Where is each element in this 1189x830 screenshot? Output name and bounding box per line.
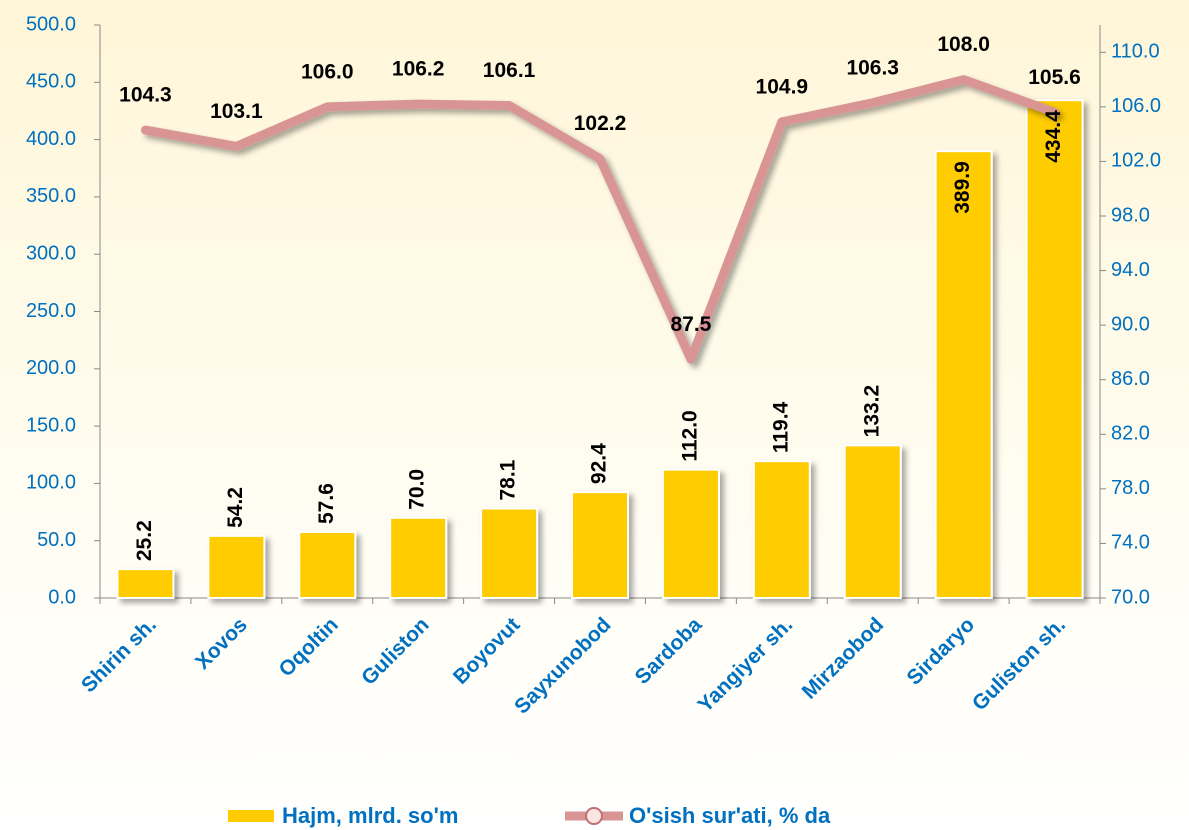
x-tick-label: Oqoltin bbox=[275, 613, 343, 681]
y2-tick-label: 102.0 bbox=[1111, 150, 1161, 172]
bar bbox=[571, 491, 629, 599]
line-value-label: 104.9 bbox=[756, 75, 809, 98]
y2-tick-label: 74.0 bbox=[1111, 532, 1150, 554]
y2-tick-label: 90.0 bbox=[1111, 313, 1150, 335]
y-tick-label: 150.0 bbox=[26, 414, 76, 436]
bar-value-label: 57.6 bbox=[315, 483, 338, 524]
bar bbox=[1025, 99, 1084, 599]
y-tick-label: 0.0 bbox=[48, 586, 76, 608]
y2-tick-label: 94.0 bbox=[1111, 259, 1150, 281]
line-value-label: 104.3 bbox=[119, 84, 172, 107]
y-tick-label: 300.0 bbox=[26, 242, 76, 264]
bar-value-label: 119.4 bbox=[769, 401, 792, 453]
y2-tick-label: 86.0 bbox=[1111, 368, 1150, 390]
x-tick-label: Sayxunobod bbox=[510, 613, 615, 718]
bar bbox=[207, 534, 266, 599]
x-tick-label: Sardoba bbox=[631, 613, 707, 689]
line-value-label: 106.1 bbox=[483, 59, 536, 82]
bar bbox=[389, 516, 448, 600]
bar-value-label: 133.2 bbox=[860, 385, 883, 438]
x-tick-label: Guliston bbox=[357, 613, 433, 689]
legend-label: O'sish sur'ati, % da bbox=[629, 803, 831, 828]
y2-tick-label: 110.0 bbox=[1111, 41, 1160, 63]
y-tick-label: 450.0 bbox=[26, 71, 76, 93]
line-value-label: 87.5 bbox=[670, 313, 711, 336]
bar bbox=[843, 444, 902, 600]
y2-tick-label: 78.0 bbox=[1111, 477, 1150, 499]
bar bbox=[298, 530, 357, 600]
legend-swatch bbox=[228, 810, 274, 822]
bar bbox=[116, 568, 175, 599]
x-tick-label: Sirdaryo bbox=[903, 613, 980, 690]
bar-value-label: 25.2 bbox=[133, 520, 156, 561]
line-value-label: 103.1 bbox=[210, 100, 263, 123]
y-tick-label: 500.0 bbox=[26, 13, 76, 35]
y-tick-label: 100.0 bbox=[26, 472, 76, 494]
bar-value-label: 112.0 bbox=[678, 410, 701, 461]
bar bbox=[661, 468, 720, 600]
line-value-label: 108.0 bbox=[937, 33, 990, 56]
line-value-label: 106.3 bbox=[846, 56, 899, 79]
x-tick-label: Guliston sh. bbox=[968, 613, 1070, 715]
y-tick-label: 400.0 bbox=[26, 128, 76, 150]
line-value-label: 106.0 bbox=[301, 60, 354, 83]
y-tick-label: 50.0 bbox=[37, 529, 76, 551]
y2-tick-label: 106.0 bbox=[1111, 95, 1161, 117]
y-tick-label: 250.0 bbox=[26, 300, 76, 322]
x-tick-label: Mirzaobod bbox=[798, 613, 889, 704]
line-value-label: 102.2 bbox=[574, 112, 627, 135]
x-tick-label: Xovos bbox=[191, 613, 252, 674]
bar-value-label: 389.9 bbox=[951, 161, 974, 214]
y2-tick-label: 82.0 bbox=[1111, 423, 1150, 445]
bar bbox=[480, 507, 539, 600]
y2-tick-label: 98.0 bbox=[1111, 204, 1150, 226]
bar-value-label: 92.4 bbox=[588, 443, 611, 484]
legend-marker bbox=[585, 807, 603, 825]
x-tick-label: Shirin sh. bbox=[77, 613, 161, 697]
line bbox=[140, 75, 1060, 364]
y-tick-label: 350.0 bbox=[26, 185, 76, 207]
line-value-label: 106.2 bbox=[392, 58, 445, 81]
y-tick-label: 200.0 bbox=[26, 357, 76, 379]
x-tick-label: Yangiyer sh. bbox=[694, 613, 798, 717]
bar-value-label: 434.4 bbox=[1042, 110, 1065, 163]
legend-label: Hajm, mlrd. so'm bbox=[282, 803, 458, 828]
line-value-label: 105.6 bbox=[1028, 66, 1081, 89]
x-tick-label: Boyovut bbox=[449, 613, 525, 689]
bar-value-label: 70.0 bbox=[406, 469, 429, 510]
bar bbox=[934, 150, 993, 600]
bar-value-label: 54.2 bbox=[224, 487, 247, 528]
bar-value-label: 78.1 bbox=[497, 459, 520, 500]
bar bbox=[752, 460, 811, 599]
y2-tick-label: 70.0 bbox=[1111, 586, 1150, 608]
